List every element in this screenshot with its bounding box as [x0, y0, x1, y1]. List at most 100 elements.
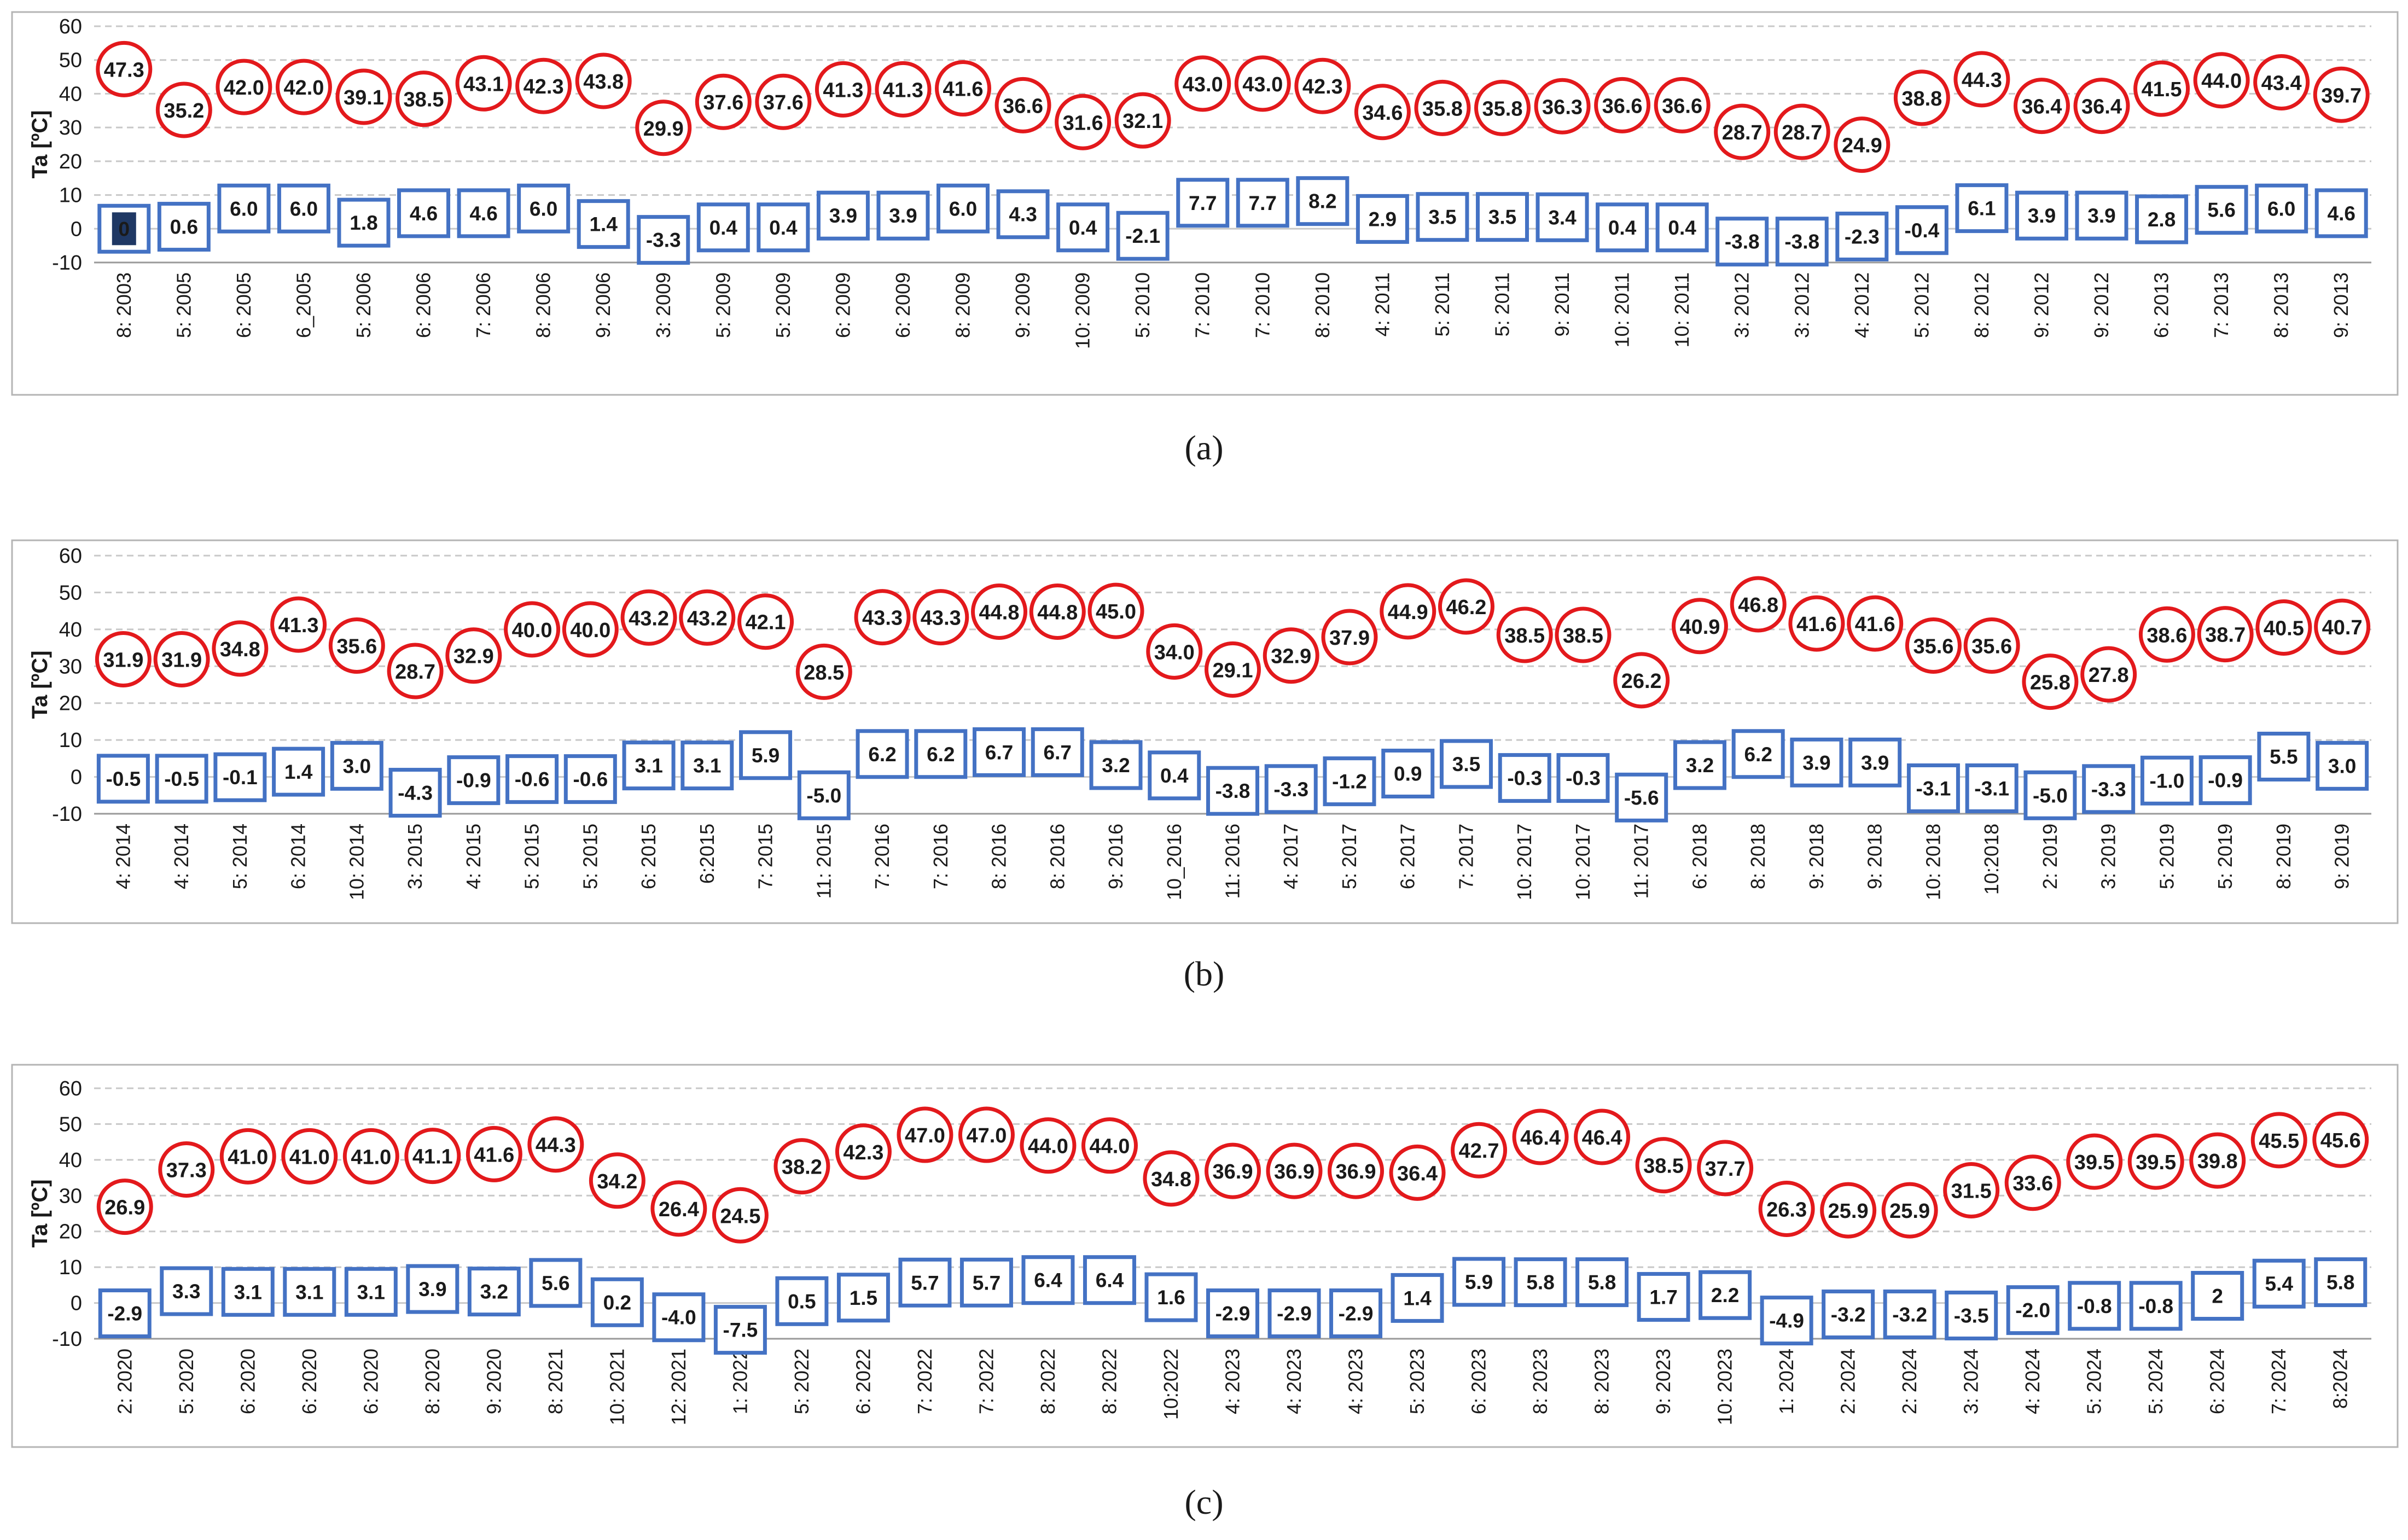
x-tick-label: 9: 2018 [1864, 824, 1886, 889]
x-tick-label: 5: 2005 [172, 272, 195, 338]
tmax-data-label: 40.7 [2322, 616, 2363, 639]
tmax-marker [815, 61, 871, 118]
tmax-marker [1266, 1142, 1323, 1199]
tmax-marker [2073, 78, 2130, 135]
tmin-data-label: -0.1 [223, 766, 258, 789]
tmin-marker [1296, 176, 1350, 226]
tmin-marker [1822, 1290, 1875, 1340]
tmax-data-label: 32.9 [453, 645, 494, 668]
tmin-marker [1381, 749, 1435, 799]
tmin-data-label: -3.8 [1725, 231, 1760, 253]
tmax-data-label: 25.8 [2030, 672, 2070, 695]
tmax-marker [1380, 583, 1436, 640]
tmin-data-label: 1.4 [589, 213, 618, 236]
x-tick-label: 6:2015 [696, 824, 718, 884]
tmin-data-label: -3.1 [1974, 777, 2009, 800]
tmax-marker [854, 589, 911, 646]
x-tick-label: 3: 2009 [652, 272, 674, 338]
tmin-data-label: -3.3 [2091, 778, 2126, 801]
tmax-marker [1963, 617, 2020, 674]
tmin-marker [96, 754, 150, 804]
tmax-data-label: 47.3 [104, 59, 144, 81]
tmin-marker [1329, 1288, 1383, 1339]
tmin-marker [1895, 205, 1948, 255]
tmin-data-label: 8.2 [1308, 190, 1336, 213]
tmin-highlight-fill [112, 212, 136, 246]
tmin-marker [221, 1267, 275, 1317]
tmax-marker [1438, 578, 1494, 635]
tmax-marker [1654, 77, 1711, 133]
tmin-data-label: 0.9 [1394, 763, 1422, 785]
tmax-marker [1881, 1182, 1938, 1239]
x-tick-label: 10: 2011 [1671, 272, 1693, 347]
tmin-data-label: -3.2 [1892, 1304, 1927, 1326]
tmax-marker [515, 57, 572, 114]
tmax-marker [1594, 77, 1651, 133]
tmin-data-label: 3.1 [693, 755, 721, 777]
tmax-marker [2197, 606, 2254, 663]
tmax-data-label: 24.5 [720, 1205, 760, 1228]
tmin-marker [739, 730, 793, 780]
tmin-marker [652, 1292, 706, 1343]
x-tick-label: 4: 2011 [1371, 272, 1393, 336]
tmin-data-label: -3.3 [646, 229, 681, 252]
tmin-data-label: 5.7 [973, 1271, 1001, 1294]
tmax-marker [575, 52, 632, 109]
tmin-data-label: 5.9 [752, 744, 780, 767]
tmin-marker [622, 740, 676, 791]
tmax-data-label: 46.8 [1738, 594, 1778, 617]
tmax-marker [2080, 646, 2137, 703]
tmax-data-label: 39.5 [2074, 1151, 2115, 1174]
x-tick-label: 9: 2011 [1551, 272, 1573, 336]
tmax-marker [1389, 1144, 1446, 1201]
tmin-data-label: 6.4 [1034, 1269, 1062, 1292]
tmin-data-label: 0.4 [709, 217, 738, 239]
x-tick-label: 6: 2020 [236, 1349, 259, 1414]
tmax-marker [1354, 84, 1411, 141]
x-tick-label: 8: 2003 [113, 272, 135, 338]
tmin-data-label: 4.6 [410, 202, 438, 225]
tmin-data-label: 2.2 [1711, 1284, 1739, 1306]
tmin-marker [397, 188, 451, 238]
tmax-data-label: 42.1 [746, 611, 786, 634]
tmin-marker [898, 1257, 952, 1308]
chart-frame [11, 11, 2399, 396]
tmin-marker [2006, 1285, 2060, 1335]
tmin-marker [973, 727, 1026, 777]
x-tick-label: 8: 2016 [988, 824, 1010, 889]
tmin-marker [1637, 1271, 1690, 1322]
tmin-data-label: 6.0 [290, 197, 318, 220]
tmax-marker [96, 1179, 153, 1235]
tmin-marker [213, 752, 267, 802]
tmin-data-label: 3.9 [418, 1278, 446, 1300]
tmin-data-label: -0.5 [106, 768, 141, 790]
y-axis-label: Ta [ºC] [28, 110, 52, 179]
tmax-marker [2004, 1154, 2061, 1211]
tmax-data-label: 41.6 [1855, 613, 1895, 636]
tmax-data-label: 44.0 [1089, 1135, 1130, 1158]
tmax-marker [1114, 92, 1171, 149]
tmin-data-label: -4.0 [661, 1306, 696, 1329]
tmin-marker [1965, 763, 2019, 813]
tmax-data-label: 28.7 [1722, 121, 1763, 144]
x-tick-label: 7: 2022 [975, 1349, 997, 1414]
tmin-data-label: 1.7 [1649, 1286, 1677, 1308]
tmax-marker [2312, 1111, 2369, 1168]
tmax-marker [1263, 627, 1319, 684]
tmax-marker [387, 643, 444, 699]
tmin-data-label: 5.6 [542, 1272, 569, 1294]
tmax-data-label: 34.6 [1362, 102, 1403, 125]
y-tick-label: 40 [59, 619, 82, 641]
tmin-marker [1715, 217, 1769, 267]
tmin-data-label: 7.7 [1189, 192, 1217, 214]
tmin-marker [505, 754, 559, 804]
x-tick-label: 5: 2009 [712, 272, 734, 338]
tmin-marker [1356, 194, 1409, 244]
tmax-marker [1555, 606, 1612, 663]
x-tick-label: 7: 2006 [472, 272, 495, 338]
tmax-marker [2313, 66, 2370, 123]
tmax-marker [1146, 623, 1203, 680]
tmin-data-label: 3.2 [1686, 754, 1714, 777]
tmin-data-label: 6.7 [985, 741, 1013, 763]
tmax-data-label: 45.0 [1096, 600, 1136, 623]
